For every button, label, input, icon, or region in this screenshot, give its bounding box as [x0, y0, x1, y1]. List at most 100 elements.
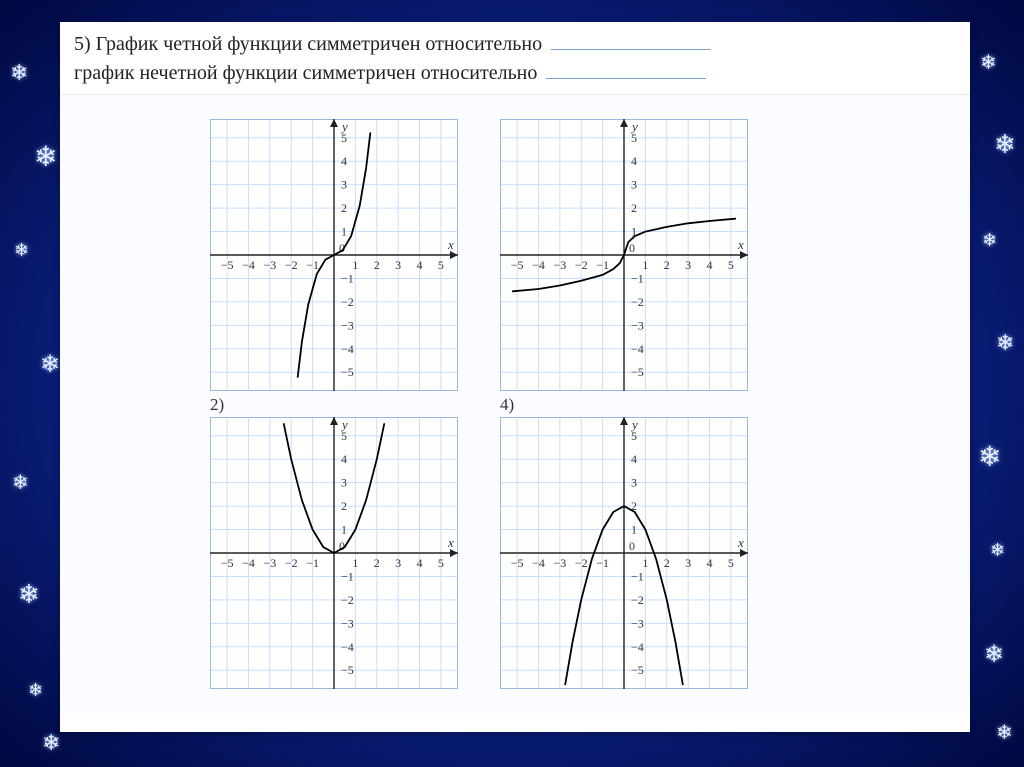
snowflake-icon: ❄ [34, 140, 57, 174]
svg-text:−3: −3 [263, 258, 276, 272]
svg-text:−3: −3 [263, 556, 276, 570]
svg-text:2: 2 [664, 556, 670, 570]
svg-text:−3: −3 [553, 556, 566, 570]
svg-text:−4: −4 [532, 258, 545, 272]
svg-text:−4: −4 [341, 640, 354, 654]
svg-text:x: x [447, 535, 454, 550]
snowflake-icon: ❄ [996, 330, 1014, 356]
svg-text:1: 1 [341, 523, 347, 537]
svg-text:3: 3 [341, 476, 347, 490]
question-number: 5) [74, 33, 91, 55]
snowflake-icon: ❄ [14, 240, 29, 261]
svg-text:x: x [737, 237, 744, 252]
svg-text:4: 4 [417, 556, 423, 570]
svg-text:0: 0 [629, 241, 635, 255]
svg-text:−4: −4 [631, 342, 644, 356]
blank-2 [546, 65, 706, 79]
svg-text:−4: −4 [532, 556, 545, 570]
svg-text:−1: −1 [306, 258, 319, 272]
snowflake-icon: ❄ [18, 580, 40, 610]
chart-wrap-c3: −5−4−3−2−112345−5−4−3−2−1123450xy [500, 97, 760, 391]
svg-text:1: 1 [341, 225, 347, 239]
svg-text:−1: −1 [596, 258, 609, 272]
svg-text:−2: −2 [285, 556, 298, 570]
svg-text:4: 4 [341, 154, 347, 168]
svg-text:5: 5 [438, 258, 444, 272]
svg-text:−2: −2 [631, 295, 644, 309]
svg-text:x: x [737, 535, 744, 550]
svg-text:−3: −3 [341, 616, 354, 630]
svg-text:−5: −5 [511, 556, 524, 570]
svg-text:−5: −5 [221, 258, 234, 272]
svg-text:−5: −5 [631, 663, 644, 677]
svg-text:1: 1 [642, 556, 648, 570]
svg-text:2: 2 [664, 258, 670, 272]
snowflake-icon: ❄ [996, 720, 1013, 745]
question-line1: График четной функции симметричен относи… [96, 33, 542, 55]
snowflake-icon: ❄ [984, 640, 1004, 669]
snowflake-icon: ❄ [10, 60, 28, 86]
chart-c3: −5−4−3−2−112345−5−4−3−2−1123450xy [500, 119, 748, 391]
svg-text:3: 3 [685, 258, 691, 272]
svg-text:1: 1 [631, 523, 637, 537]
svg-text:−5: −5 [511, 258, 524, 272]
svg-text:−5: −5 [221, 556, 234, 570]
snowflake-icon: ❄ [982, 230, 997, 251]
svg-text:2: 2 [341, 499, 347, 513]
svg-text:y: y [340, 417, 348, 432]
chart-label-c3 [500, 97, 760, 117]
svg-text:5: 5 [728, 258, 734, 272]
svg-text:x: x [447, 237, 454, 252]
svg-text:−1: −1 [631, 569, 644, 583]
svg-text:−5: −5 [341, 663, 354, 677]
svg-text:y: y [630, 119, 638, 134]
snowflake-icon: ❄ [28, 680, 43, 701]
chart-label-c4: 4) [500, 395, 760, 415]
svg-text:−1: −1 [631, 271, 644, 285]
chart-c4: −5−4−3−2−112345−5−4−3−2−1123450xy [500, 417, 748, 689]
content-card: 5) График четной функции симметричен отн… [60, 22, 970, 732]
svg-text:−1: −1 [306, 556, 319, 570]
snowflake-icon: ❄ [980, 50, 997, 75]
svg-text:2: 2 [631, 201, 637, 215]
svg-text:1: 1 [642, 258, 648, 272]
svg-text:4: 4 [417, 258, 423, 272]
chart-label-c1 [210, 97, 470, 117]
svg-text:2: 2 [374, 556, 380, 570]
svg-text:0: 0 [629, 539, 635, 553]
svg-text:3: 3 [341, 178, 347, 192]
svg-text:3: 3 [395, 258, 401, 272]
snowflake-icon: ❄ [42, 730, 60, 756]
svg-text:4: 4 [341, 452, 347, 466]
svg-text:−2: −2 [575, 258, 588, 272]
chart-wrap-c4: 4)−5−4−3−2−112345−5−4−3−2−1123450xy [500, 395, 760, 689]
svg-text:3: 3 [631, 178, 637, 192]
svg-text:−3: −3 [631, 318, 644, 332]
svg-text:4: 4 [707, 258, 713, 272]
svg-text:−4: −4 [242, 556, 255, 570]
chart-c2: −5−4−3−2−112345−5−4−3−2−1123450xy [210, 417, 458, 689]
svg-text:−3: −3 [341, 318, 354, 332]
svg-text:3: 3 [395, 556, 401, 570]
svg-text:3: 3 [685, 556, 691, 570]
svg-text:−5: −5 [341, 365, 354, 379]
svg-text:−1: −1 [341, 569, 354, 583]
svg-text:3: 3 [631, 476, 637, 490]
question-header: 5) График четной функции симметричен отн… [60, 22, 970, 95]
chart-wrap-c1: −5−4−3−2−112345−5−4−3−2−1123450xy [210, 97, 470, 391]
snowflake-icon: ❄ [990, 540, 1005, 561]
svg-text:−4: −4 [242, 258, 255, 272]
svg-text:−3: −3 [553, 258, 566, 272]
chart-label-c2: 2) [210, 395, 470, 415]
snowflake-icon: ❄ [12, 470, 29, 495]
question-line2: график нечетной функции симметричен отно… [74, 62, 537, 84]
svg-text:−5: −5 [631, 365, 644, 379]
chart-c1: −5−4−3−2−112345−5−4−3−2−1123450xy [210, 119, 458, 391]
svg-text:1: 1 [352, 556, 358, 570]
svg-text:4: 4 [707, 556, 713, 570]
charts-area: −5−4−3−2−112345−5−4−3−2−1123450xy−5−4−3−… [60, 95, 970, 713]
svg-text:−2: −2 [285, 258, 298, 272]
svg-text:−2: −2 [341, 295, 354, 309]
svg-text:−3: −3 [631, 616, 644, 630]
snowflake-icon: ❄ [994, 130, 1016, 160]
